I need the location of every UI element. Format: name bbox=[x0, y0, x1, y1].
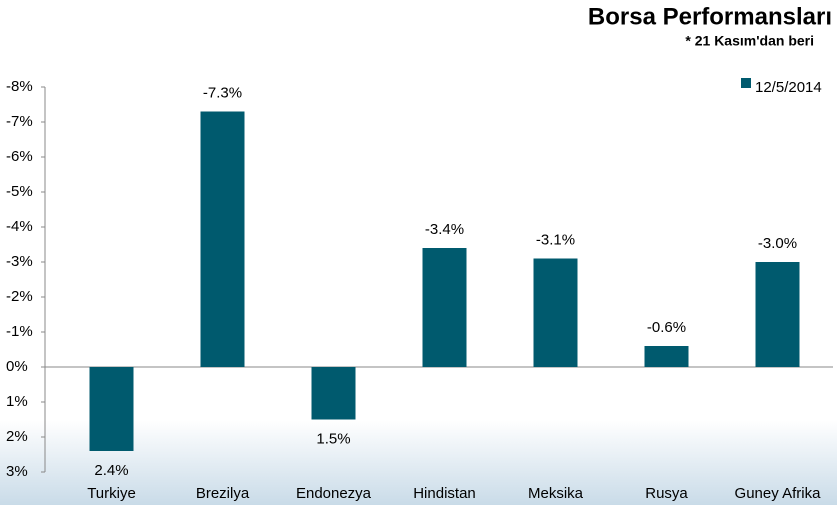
y-tick-label: -2% bbox=[6, 288, 33, 305]
data-label: -3.0% bbox=[758, 235, 797, 252]
y-tick-label: -1% bbox=[6, 323, 33, 340]
legend-swatch bbox=[741, 78, 751, 88]
y-tick-label: -6% bbox=[6, 148, 33, 165]
x-tick-label: Hindistan bbox=[413, 485, 476, 502]
y-tick-label: -7% bbox=[6, 113, 33, 130]
bar bbox=[644, 346, 689, 367]
legend-label: 12/5/2014 bbox=[755, 79, 822, 96]
x-tick-label: Turkiye bbox=[87, 485, 136, 502]
data-label: -7.3% bbox=[203, 84, 242, 101]
bar bbox=[311, 367, 356, 420]
bar bbox=[200, 111, 245, 367]
bar bbox=[533, 258, 578, 367]
y-tick-label: -3% bbox=[6, 253, 33, 270]
bar bbox=[422, 248, 467, 367]
data-label: 2.4% bbox=[94, 462, 128, 479]
x-tick-label: Guney Afrika bbox=[735, 485, 822, 502]
bar bbox=[89, 367, 134, 451]
x-tick-label: Meksika bbox=[528, 485, 584, 502]
x-tick-label: Endonezya bbox=[296, 485, 372, 502]
bar bbox=[755, 262, 800, 367]
x-tick-label: Rusya bbox=[645, 485, 688, 502]
chart-title: Borsa Performansları bbox=[588, 3, 832, 30]
y-tick-label: -4% bbox=[6, 218, 33, 235]
data-label: -3.4% bbox=[425, 221, 464, 238]
background-band bbox=[0, 420, 837, 505]
data-label: -3.1% bbox=[536, 231, 575, 248]
y-tick-label: 0% bbox=[6, 358, 28, 375]
y-tick-label: 2% bbox=[6, 428, 28, 445]
y-tick-label: 1% bbox=[6, 393, 28, 410]
y-tick-label: -8% bbox=[6, 78, 33, 95]
y-tick-label: -5% bbox=[6, 183, 33, 200]
data-label: -0.6% bbox=[647, 319, 686, 336]
y-tick-label: 3% bbox=[6, 463, 28, 480]
x-tick-label: Brezilya bbox=[196, 485, 250, 502]
chart-subtitle: * 21 Kasım'dan beri bbox=[685, 33, 814, 49]
data-label: 1.5% bbox=[316, 430, 350, 447]
